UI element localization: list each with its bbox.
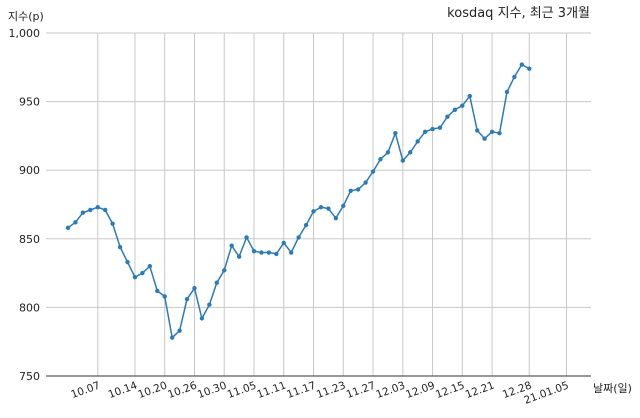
x-tick-label: 10.20 (136, 380, 168, 402)
x-tick-label: 12.09 (404, 380, 436, 402)
data-point (110, 221, 115, 226)
x-tick-label: 12.03 (374, 380, 406, 402)
x-tick-label: 10.30 (196, 380, 228, 402)
data-point (512, 74, 517, 80)
x-tick-label: 10.14 (107, 379, 140, 401)
data-point (415, 139, 420, 144)
data-point (393, 130, 398, 136)
data-point (378, 157, 383, 162)
x-tick-label: 12.15 (434, 380, 466, 402)
data-point (348, 188, 353, 193)
series-kosdaq (65, 62, 532, 340)
x-tick-label: 11.23 (315, 380, 347, 402)
y-tick-labels: 750 800 850 900 950 1,000 (9, 27, 41, 383)
x-tick-label: 11.11 (255, 380, 287, 402)
data-point (408, 150, 413, 155)
data-point (117, 244, 123, 250)
y-tick-label: 800 (19, 301, 40, 314)
data-point (318, 205, 324, 210)
data-point (519, 62, 525, 67)
x-tick-label: 11.17 (285, 380, 317, 402)
data-point (184, 296, 190, 302)
y-tick-label: 850 (19, 233, 40, 246)
data-point (326, 206, 331, 211)
data-point (355, 187, 361, 192)
data-point (445, 114, 450, 119)
y-tick-label: 900 (19, 164, 40, 177)
series-line (67, 63, 530, 340)
y-axis-label: 지수(p) (8, 10, 44, 23)
data-point (475, 128, 480, 133)
data-point (527, 66, 532, 71)
data-point (259, 250, 264, 255)
data-point (140, 270, 145, 276)
data-point (422, 129, 428, 134)
data-point (452, 107, 458, 113)
x-tick-label: 10.07 (69, 380, 101, 402)
data-point (281, 240, 286, 246)
x-tick-label: 10.26 (166, 379, 199, 401)
x-tick-label: 11.05 (226, 380, 258, 402)
data-point (504, 89, 510, 95)
data-point (333, 216, 339, 221)
y-tick-label: 1,000 (9, 27, 41, 40)
data-point (460, 103, 465, 108)
data-point (274, 251, 279, 257)
x-tick-label: 12.21 (464, 380, 496, 402)
data-point (430, 126, 435, 132)
data-point (400, 158, 405, 163)
data-point (222, 268, 227, 273)
data-point (88, 207, 93, 213)
data-point (244, 235, 249, 240)
data-point (132, 275, 138, 280)
y-tick-label: 950 (19, 96, 40, 109)
data-point (95, 205, 100, 210)
data-point (214, 280, 219, 285)
x-tick-label: 11.27 (345, 380, 377, 402)
data-point (162, 294, 167, 299)
data-point (311, 209, 316, 214)
data-point (251, 248, 257, 254)
data-point (177, 328, 182, 333)
data-point (482, 136, 487, 141)
data-point (437, 125, 443, 130)
data-point (266, 250, 272, 255)
data-point (497, 130, 502, 136)
data-point (207, 302, 212, 307)
data-point (147, 264, 153, 269)
data-point (385, 150, 391, 155)
data-point (236, 254, 242, 259)
y-tick-label: 750 (19, 370, 40, 383)
data-point (363, 180, 368, 185)
data-point (192, 285, 197, 291)
data-point (103, 207, 108, 213)
data-point (199, 316, 205, 321)
data-point (229, 243, 234, 248)
data-point (303, 222, 309, 228)
data-point (80, 210, 86, 215)
data-point (467, 93, 472, 99)
data-point (73, 220, 78, 225)
x-tick-labels: 10.07 10.1410.2010.2610.3011.0511.1111.17… (69, 379, 570, 406)
data-point (169, 335, 175, 340)
data-point (370, 169, 376, 174)
grid (46, 32, 591, 377)
data-point (155, 288, 160, 294)
data-point (289, 250, 294, 255)
x-axis-label: 날짜(일) (593, 381, 632, 395)
data-point (489, 129, 495, 134)
data-point (296, 235, 301, 240)
data-point (65, 225, 71, 231)
chart-title: kosdaq 지수, 최근 3개월 (447, 6, 590, 21)
data-point (341, 203, 346, 209)
data-point (125, 259, 130, 265)
